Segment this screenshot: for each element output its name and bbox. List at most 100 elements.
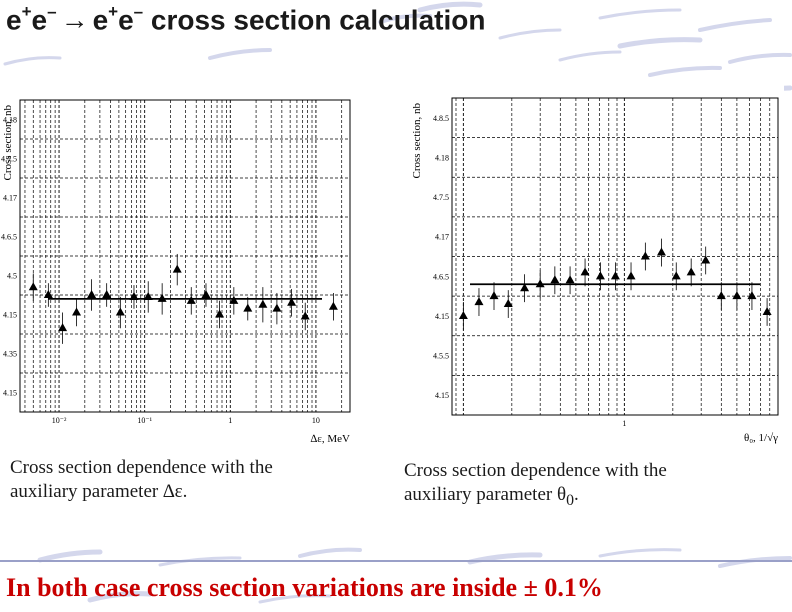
y-tick-label: 4.6.5 xyxy=(433,272,449,281)
bottom-separator xyxy=(0,560,792,562)
data-point-marker xyxy=(87,290,97,298)
caption-left-param: ∆ε. xyxy=(162,481,188,502)
data-point-marker xyxy=(28,282,38,291)
x-tick-label: 10 xyxy=(312,416,320,425)
conclusion-text: In both case cross section variations ar… xyxy=(6,573,603,602)
data-point-marker xyxy=(58,323,68,332)
y-tick-label: 4.15 xyxy=(435,391,449,400)
data-point-marker xyxy=(272,303,282,312)
data-point-marker xyxy=(520,283,530,292)
x-axis-label: θ₀, 1/√γ xyxy=(744,432,778,444)
slide-title: e+e– → e+e– cross section calculation xyxy=(6,2,486,36)
caption-right-param-sub: 0 xyxy=(566,491,575,509)
plot-frame xyxy=(19,99,351,413)
data-point-marker xyxy=(701,255,711,264)
decor-swoosh xyxy=(37,549,103,563)
decor-swoosh xyxy=(87,591,153,603)
y-axis-label: Cross section, nb xyxy=(411,103,423,179)
data-point-marker xyxy=(328,301,338,310)
data-point-marker xyxy=(550,275,560,284)
decor-swoosh xyxy=(258,594,332,604)
y-tick-label: 4.5 xyxy=(7,272,17,281)
data-point-marker xyxy=(716,291,726,300)
data-point-marker xyxy=(186,295,196,304)
decor-swoosh xyxy=(208,48,272,60)
caption-right-line1: Cross section dependence with the xyxy=(404,460,667,481)
data-point-marker xyxy=(503,299,513,308)
caption-left-line1: Cross section dependence with the xyxy=(10,457,273,478)
caption-right: Cross section dependence with the auxili… xyxy=(404,459,764,513)
y-tick-label: 4.18 xyxy=(3,116,17,125)
y-tick-label: 4.35 xyxy=(3,350,17,359)
cross-section-vs-delta-epsilon-plot: 4.15 4.35 4.15 4.5 4.6.5 4.17 4.7.5 4.18 10⁻² 10⁻… xyxy=(0,72,360,447)
y-tick-label: 4.15 xyxy=(435,312,449,321)
y-tick-label: 4.8.5 xyxy=(433,114,449,123)
data-point-marker xyxy=(258,299,268,308)
data-point-marker xyxy=(43,290,53,298)
y-tick-label: 4.15 xyxy=(3,389,17,398)
y-tick-label: 4.18 xyxy=(435,153,449,162)
decor-swoosh xyxy=(498,28,562,40)
caption-left: Cross section dependence with the auxili… xyxy=(10,456,370,504)
data-point-marker xyxy=(671,271,681,280)
plot-background xyxy=(0,72,360,447)
plot-frame xyxy=(451,97,779,416)
caption-right-param: θ xyxy=(556,484,567,505)
decor-swoosh xyxy=(598,8,682,20)
data-point-marker xyxy=(535,279,545,288)
data-point-marker xyxy=(489,291,499,300)
arrow-symbol: → xyxy=(60,4,89,36)
y-tick-label: 4.15 xyxy=(3,311,17,320)
data-point-marker xyxy=(626,271,636,280)
data-point-marker xyxy=(640,251,650,260)
x-tick-label: 10⁻² xyxy=(52,416,67,425)
x-axis-label: ∆ε, MeV xyxy=(311,433,351,445)
decor-swoosh xyxy=(617,37,703,49)
x-tick-label: 1 xyxy=(228,416,232,425)
data-point-marker xyxy=(229,295,239,304)
data-point-marker xyxy=(157,293,167,302)
data-point-marker xyxy=(610,271,620,280)
decor-swoosh xyxy=(3,56,62,66)
data-point-marker xyxy=(143,291,153,300)
decor-swoosh xyxy=(648,65,722,77)
data-point-marker xyxy=(172,264,182,273)
x-tick-label: 10⁻¹ xyxy=(137,416,152,425)
decor-swoosh xyxy=(728,52,792,64)
caption-left-line2: auxiliary parameter xyxy=(10,481,159,502)
data-point-marker xyxy=(732,291,742,300)
plot-background xyxy=(408,82,784,450)
data-point-marker xyxy=(686,267,696,276)
decor-swoosh xyxy=(558,50,622,62)
data-point-marker xyxy=(762,306,772,315)
y-tick-label: 4.7.5 xyxy=(433,193,449,202)
data-point-marker xyxy=(580,267,590,276)
decor-swoosh xyxy=(417,1,483,13)
cross-section-vs-theta0-plot: 4.15 4.5.5 4.15 4.6.5 4.17 4.7.5 4.18 4.8.5 1 Cro… xyxy=(408,82,784,450)
data-point-marker xyxy=(747,291,757,300)
decor-swoosh xyxy=(298,547,362,558)
y-axis-label: Cross section, nb xyxy=(2,105,14,181)
data-point-marker xyxy=(595,271,605,280)
data-point-marker xyxy=(474,297,484,306)
x-tick-label: 1 xyxy=(622,419,626,428)
caption-right-line2: auxiliary parameter xyxy=(404,484,553,505)
data-point-marker xyxy=(656,247,666,256)
y-tick-label: 4.7.5 xyxy=(1,155,17,164)
data-point-marker xyxy=(243,303,253,312)
decor-swoosh xyxy=(378,13,432,24)
data-point-marker xyxy=(215,309,225,318)
decor-swoosh xyxy=(598,548,682,558)
data-point-marker xyxy=(287,297,297,306)
data-point-marker xyxy=(115,307,125,316)
y-tick-label: 4.6.5 xyxy=(1,233,17,242)
y-tick-label: 4.5.5 xyxy=(433,352,449,361)
y-tick-label: 4.17 xyxy=(435,233,449,242)
data-point-marker xyxy=(129,291,139,300)
data-point-marker xyxy=(565,275,575,284)
data-point-marker xyxy=(458,310,468,319)
data-point-marker xyxy=(102,290,112,298)
data-point-marker xyxy=(201,290,211,298)
decor-swoosh xyxy=(158,556,242,567)
data-point-marker xyxy=(72,307,82,316)
